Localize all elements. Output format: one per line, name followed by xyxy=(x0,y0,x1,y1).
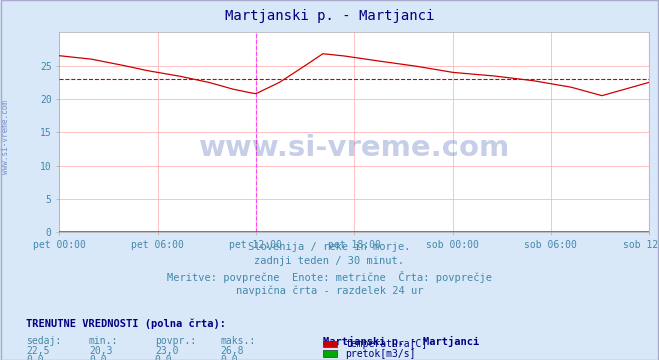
Text: www.si-vreme.com: www.si-vreme.com xyxy=(198,134,510,162)
Text: www.si-vreme.com: www.si-vreme.com xyxy=(1,100,10,174)
Text: 0,0: 0,0 xyxy=(221,355,239,360)
Text: TRENUTNE VREDNOSTI (polna črta):: TRENUTNE VREDNOSTI (polna črta): xyxy=(26,319,226,329)
Text: temperatura[C]: temperatura[C] xyxy=(345,339,428,349)
Text: 20,3: 20,3 xyxy=(89,346,113,356)
Text: Meritve: povprečne  Enote: metrične  Črta: povprečje: Meritve: povprečne Enote: metrične Črta:… xyxy=(167,271,492,283)
Text: 0,0: 0,0 xyxy=(155,355,173,360)
Text: min.:: min.: xyxy=(89,336,119,346)
Text: 26,8: 26,8 xyxy=(221,346,244,356)
Text: sedaj:: sedaj: xyxy=(26,336,61,346)
Text: Martjanski p. - Martjanci: Martjanski p. - Martjanci xyxy=(225,9,434,23)
Text: maks.:: maks.: xyxy=(221,336,256,346)
Text: navpična črta - razdelek 24 ur: navpična črta - razdelek 24 ur xyxy=(236,285,423,296)
Text: Slovenija / reke in morje.: Slovenija / reke in morje. xyxy=(248,242,411,252)
Text: Martjanski p. - Martjanci: Martjanski p. - Martjanci xyxy=(323,336,479,347)
Text: povpr.:: povpr.: xyxy=(155,336,196,346)
Text: 0,0: 0,0 xyxy=(89,355,107,360)
Text: 22,5: 22,5 xyxy=(26,346,50,356)
Text: 0,0: 0,0 xyxy=(26,355,44,360)
Text: zadnji teden / 30 minut.: zadnji teden / 30 minut. xyxy=(254,256,405,266)
Text: 23,0: 23,0 xyxy=(155,346,179,356)
Text: pretok[m3/s]: pretok[m3/s] xyxy=(345,348,416,359)
